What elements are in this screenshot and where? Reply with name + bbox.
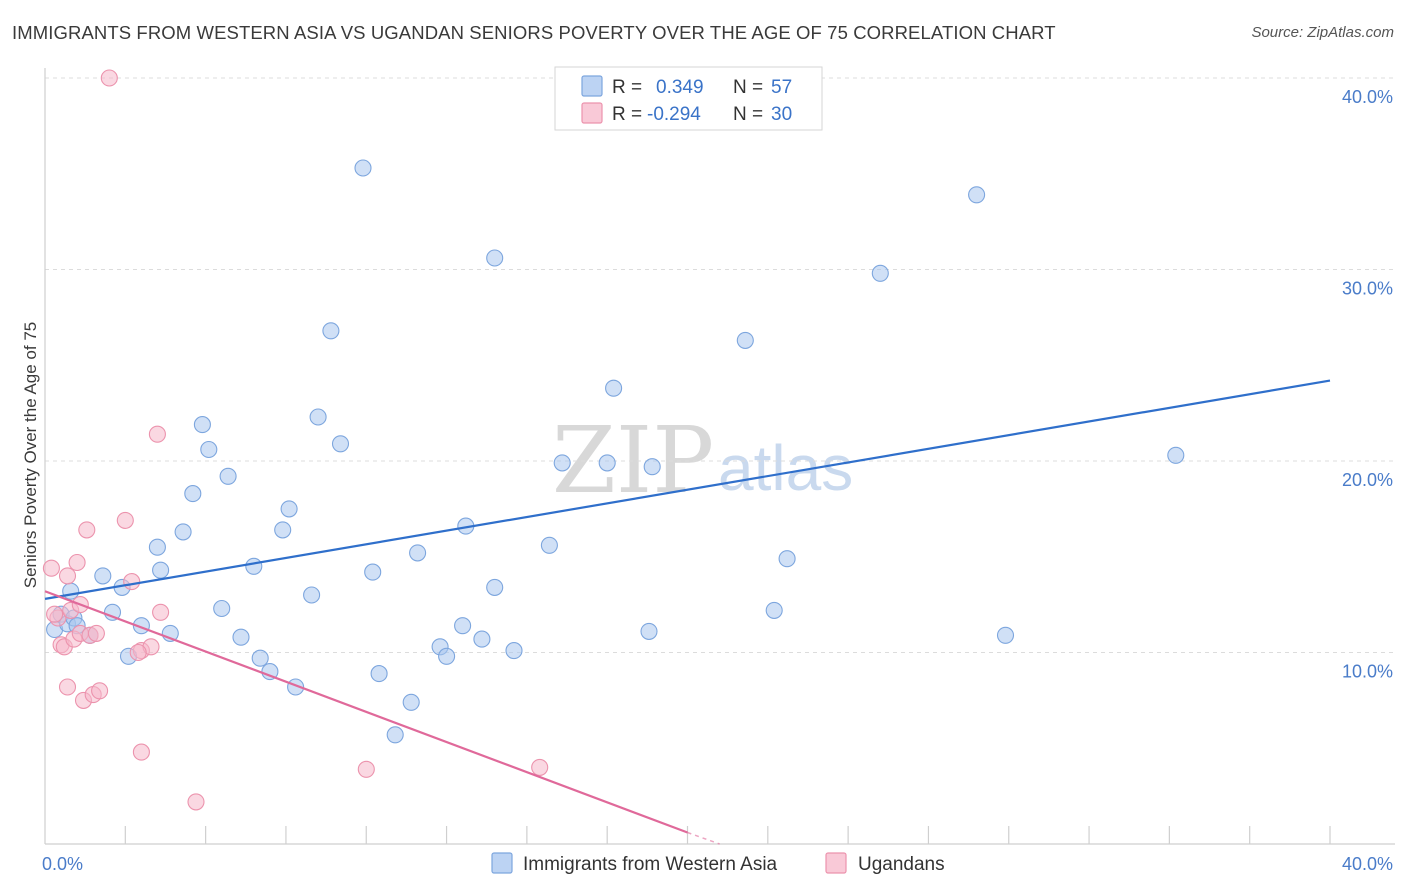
data-point bbox=[553, 454, 571, 472]
data-point bbox=[152, 603, 170, 621]
x-tick-labels: 0.0% 40.0% bbox=[42, 854, 1393, 874]
data-point bbox=[996, 626, 1015, 644]
data-point bbox=[187, 793, 205, 811]
data-point bbox=[94, 567, 112, 585]
data-point bbox=[116, 511, 134, 529]
legend-n-value-1: 57 bbox=[771, 77, 792, 98]
series-legend-label-2: Ugandans bbox=[858, 854, 945, 875]
data-point bbox=[62, 582, 80, 600]
data-point bbox=[364, 563, 382, 581]
data-point bbox=[58, 678, 77, 696]
trend-line-western-asia bbox=[44, 379, 1331, 600]
data-point bbox=[505, 642, 523, 660]
x-tick-label-max: 40.0% bbox=[1342, 854, 1393, 874]
data-point bbox=[370, 665, 388, 683]
legend-r-label-2: R = bbox=[612, 104, 642, 125]
data-point bbox=[87, 624, 105, 642]
data-point bbox=[91, 682, 109, 700]
data-point bbox=[232, 628, 250, 646]
data-point bbox=[765, 601, 783, 619]
data-point bbox=[148, 425, 166, 443]
source-label: Source: ZipAtlas.com bbox=[1251, 24, 1394, 41]
legend-swatch-blue bbox=[581, 75, 603, 97]
legend-n-label-1: N = bbox=[733, 77, 763, 98]
correlation-legend: R = 0.349 N = 57 R = -0.294 N = 30 bbox=[554, 66, 823, 131]
data-point bbox=[100, 69, 118, 87]
data-point bbox=[303, 586, 321, 604]
data-point bbox=[58, 567, 77, 585]
legend-r-value-1: 0.349 bbox=[656, 77, 704, 98]
data-point bbox=[132, 743, 150, 761]
data-point bbox=[78, 521, 96, 539]
data-point bbox=[129, 643, 147, 662]
legend-r-value-2: -0.294 bbox=[647, 104, 701, 125]
data-point bbox=[309, 408, 327, 426]
data-point bbox=[643, 458, 661, 476]
data-point bbox=[409, 544, 427, 562]
data-point bbox=[598, 454, 616, 472]
data-point bbox=[402, 693, 420, 711]
y-axis-title: Seniors Poverty Over the Age of 75 bbox=[21, 322, 40, 588]
data-point bbox=[486, 249, 504, 267]
data-point bbox=[280, 500, 298, 518]
data-point bbox=[486, 578, 504, 596]
series-legend-label-1: Immigrants from Western Asia bbox=[523, 854, 778, 875]
trend-line-ugandans bbox=[44, 590, 688, 834]
data-point bbox=[152, 561, 170, 579]
data-point bbox=[386, 726, 404, 744]
series-legend: Immigrants from Western Asia Ugandans bbox=[491, 852, 945, 875]
data-point bbox=[736, 331, 754, 349]
data-point bbox=[871, 264, 889, 282]
data-point bbox=[193, 416, 211, 434]
data-point bbox=[123, 573, 141, 591]
data-point bbox=[245, 557, 263, 575]
data-point bbox=[103, 603, 122, 621]
y-tick-label-3: 30.0% bbox=[1342, 279, 1393, 299]
data-point bbox=[331, 435, 350, 453]
data-point bbox=[540, 536, 558, 554]
y-tick-labels: 10.0% 20.0% 30.0% 40.0% bbox=[1342, 87, 1393, 682]
data-point bbox=[274, 521, 292, 539]
series-layer bbox=[42, 69, 1185, 811]
y-tick-label-2: 20.0% bbox=[1342, 470, 1393, 490]
data-point bbox=[68, 553, 86, 572]
x-tick-label-min: 0.0% bbox=[42, 854, 83, 874]
data-point bbox=[531, 758, 549, 776]
data-point bbox=[605, 379, 623, 397]
data-point bbox=[454, 617, 472, 635]
y-tick-label-4: 40.0% bbox=[1342, 87, 1393, 107]
trend-lines bbox=[44, 379, 1331, 845]
legend-n-label-2: N = bbox=[733, 104, 763, 125]
data-point bbox=[357, 760, 375, 778]
y-tick-label-1: 10.0% bbox=[1342, 662, 1393, 682]
trend-line-extension-ugandans bbox=[687, 831, 720, 845]
legend-r-label-1: R = bbox=[612, 77, 642, 98]
data-point bbox=[1167, 446, 1185, 464]
data-point bbox=[438, 647, 456, 665]
data-point bbox=[174, 523, 192, 541]
data-point bbox=[354, 159, 372, 177]
data-point bbox=[184, 485, 202, 503]
data-point bbox=[46, 605, 64, 623]
chart-title: IMMIGRANTS FROM WESTERN ASIA VS UGANDAN … bbox=[12, 22, 1056, 43]
data-point bbox=[473, 630, 491, 648]
series-ugandans bbox=[42, 69, 549, 811]
legend-swatch-pink bbox=[581, 102, 603, 124]
watermark-atlas: atlas bbox=[718, 432, 853, 504]
data-point bbox=[251, 649, 269, 667]
series-legend-swatch-blue bbox=[491, 852, 513, 874]
data-point bbox=[219, 467, 237, 485]
axes bbox=[44, 68, 1395, 845]
series-legend-swatch-pink bbox=[825, 852, 847, 874]
data-point bbox=[322, 322, 340, 340]
data-point bbox=[778, 550, 796, 568]
data-point bbox=[968, 186, 986, 204]
data-point bbox=[148, 538, 166, 556]
data-point bbox=[213, 599, 231, 618]
legend-n-value-2: 30 bbox=[771, 104, 792, 125]
data-point bbox=[200, 440, 218, 459]
data-point bbox=[640, 622, 658, 640]
data-point bbox=[42, 559, 60, 577]
